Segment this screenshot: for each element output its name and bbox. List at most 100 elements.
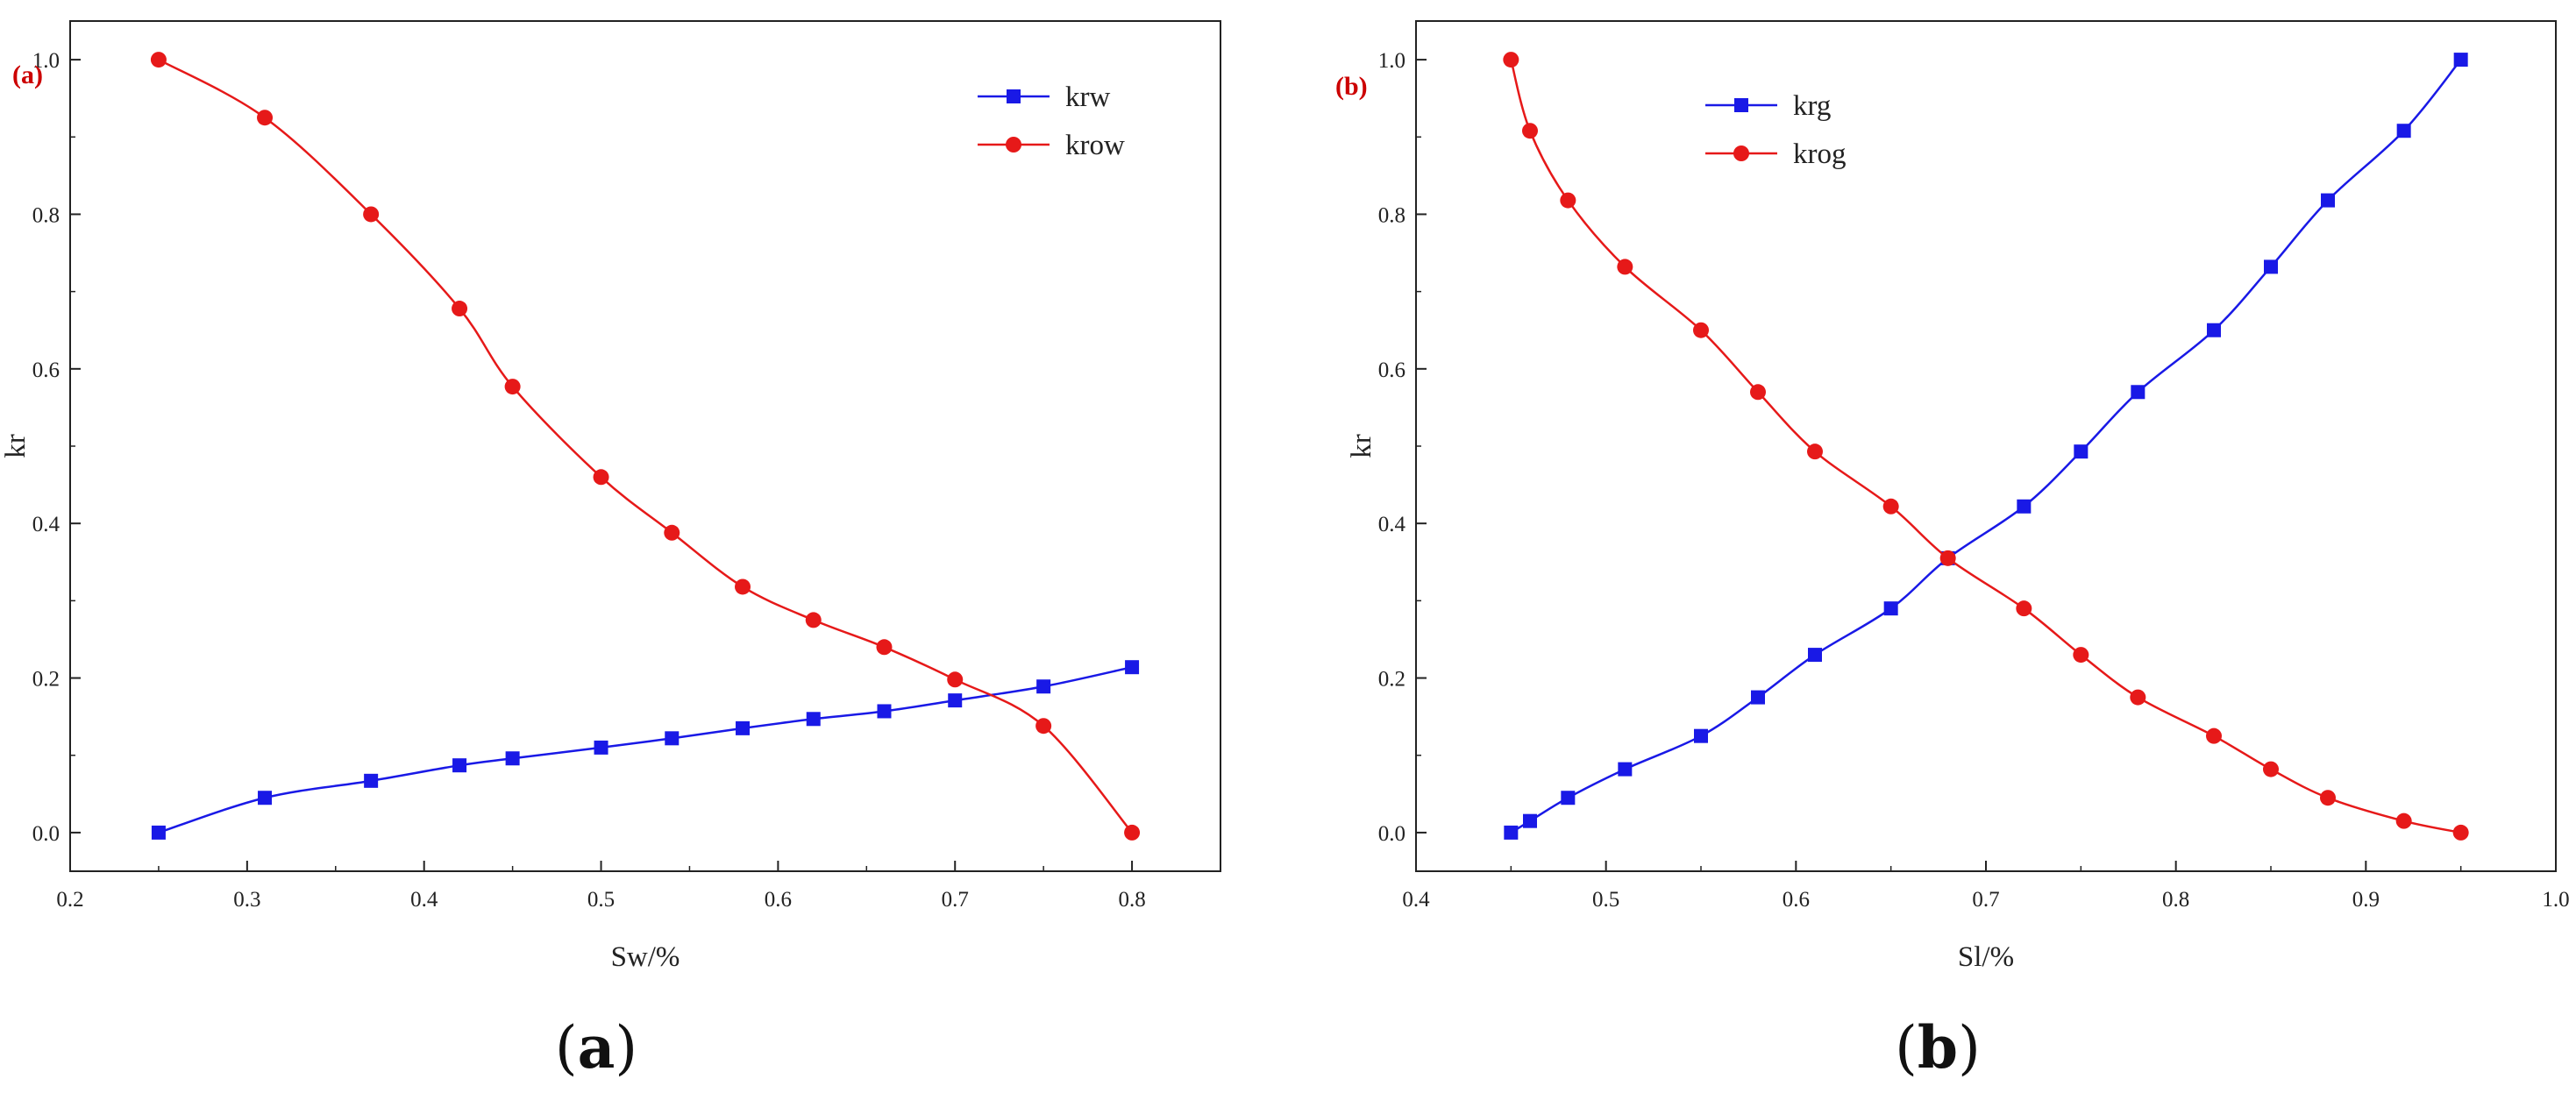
x-axis-title: Sl/% <box>1958 941 2014 973</box>
x-tick-label: 0.6 <box>765 888 792 912</box>
y-tick-label: 0.2 <box>1378 668 1405 692</box>
y-tick-label: 0.4 <box>32 513 60 536</box>
data-point-krow <box>805 612 822 628</box>
data-point-krog <box>1617 259 1633 275</box>
data-point-krg <box>2017 499 2032 514</box>
data-point-krow <box>1124 824 1141 841</box>
data-point-krw <box>1036 679 1051 694</box>
data-point-krog <box>1560 192 1576 209</box>
data-point-krg <box>1561 791 1576 805</box>
panel-tag: (a) <box>12 60 43 89</box>
data-point-krog <box>1693 322 1709 338</box>
y-axis-title: kr <box>1346 434 1377 458</box>
y-tick-label: 0.4 <box>1378 513 1406 536</box>
data-point-krg <box>2207 323 2221 337</box>
data-point-krw <box>452 758 467 773</box>
plot-frame <box>69 20 1221 872</box>
y-tick-label: 0.8 <box>1378 203 1405 227</box>
y-tick-label: 0.8 <box>32 203 60 227</box>
data-point-krog <box>1882 498 1899 515</box>
data-point-krog <box>2452 824 2469 841</box>
data-point-krow <box>593 469 609 486</box>
x-tick-label: 0.8 <box>1118 888 1145 912</box>
data-point-krow <box>947 671 964 688</box>
x-tick-label: 0.4 <box>1402 888 1430 912</box>
data-point-krg <box>1883 601 1898 616</box>
y-tick-label: 0.6 <box>32 358 60 382</box>
legend-marker-krw <box>1007 89 1021 103</box>
legend-label-krog: krog <box>1793 138 1847 170</box>
data-point-krw <box>505 751 520 766</box>
y-tick-label: 0.2 <box>32 668 60 692</box>
data-point-krow <box>504 379 521 395</box>
data-point-krog <box>1522 123 1538 139</box>
data-point-krw <box>948 693 963 708</box>
data-point-krog <box>1750 384 1766 401</box>
data-point-krw <box>258 791 273 805</box>
data-point-krw <box>736 720 751 735</box>
data-point-krow <box>876 639 893 656</box>
x-tick-label: 0.4 <box>410 888 438 912</box>
legend-label-krg: krg <box>1793 90 1831 122</box>
data-point-krg <box>2131 385 2145 400</box>
data-point-krg <box>1504 825 1519 840</box>
legend-marker-krog <box>1733 145 1749 161</box>
data-point-krg <box>1523 813 1537 828</box>
y-tick-label: 0.6 <box>1378 358 1405 382</box>
series-line-krog <box>1510 59 2461 834</box>
data-point-krw <box>364 773 379 788</box>
y-tick-label: 0.0 <box>1378 822 1405 846</box>
data-point-krog <box>1503 52 1519 68</box>
data-point-krow <box>1035 718 1052 735</box>
chart-b: 0.4 0.5 0.6 0.7 0.8 0.9 1.0 0.0 0.2 0.4 0.6 0.8 1.0 S… <box>1335 20 2570 973</box>
panel-tag: (b) <box>1335 72 1368 101</box>
data-point-krg <box>2453 53 2468 67</box>
x-tick-label: 0.7 <box>1972 888 1999 912</box>
series-line-krg <box>1510 59 2462 834</box>
x-tick-label: 0.5 <box>587 888 615 912</box>
x-tick-label: 0.3 <box>233 888 260 912</box>
panel-caption-b: (b) <box>1895 1013 1981 1082</box>
data-point-krog <box>2130 689 2146 706</box>
data-point-krog <box>2395 813 2412 829</box>
data-point-krog <box>2016 600 2032 617</box>
x-tick-label: 0.2 <box>56 888 83 912</box>
data-point-krog <box>2073 647 2089 664</box>
data-point-krog <box>1939 550 1956 566</box>
series-line-krow <box>158 58 1134 834</box>
legend-label-krow: krow <box>1065 130 1125 161</box>
data-point-krg <box>1694 728 1708 743</box>
y-tick-label: 0.0 <box>32 822 60 846</box>
data-point-krw <box>151 825 166 840</box>
legend-marker-krow <box>1006 137 1021 153</box>
legend-marker-krg <box>1734 98 1748 112</box>
data-point-krog <box>2263 761 2279 777</box>
data-point-krw <box>806 712 821 727</box>
data-point-krow <box>664 524 680 541</box>
data-point-krg <box>2321 193 2335 208</box>
x-tick-label: 0.6 <box>1783 888 1810 912</box>
data-point-krw <box>877 704 892 719</box>
data-point-krog <box>1807 444 1823 460</box>
data-point-krw <box>665 731 680 746</box>
data-point-krw <box>594 740 608 755</box>
data-point-krg <box>2074 444 2089 459</box>
data-point-krow <box>452 301 468 317</box>
y-axis-title: kr <box>0 434 32 458</box>
x-tick-label: 0.8 <box>2162 888 2189 912</box>
data-point-krow <box>735 578 751 595</box>
x-tick-label: 0.9 <box>2352 888 2380 912</box>
data-point-krow <box>150 52 167 68</box>
x-axis-title: Sw/% <box>611 941 680 973</box>
panel-caption-a: (a) <box>555 1013 637 1082</box>
data-point-krog <box>2320 790 2336 806</box>
x-tick-label: 1.0 <box>2542 888 2569 912</box>
data-point-krow <box>363 206 380 223</box>
x-tick-label: 0.7 <box>942 888 969 912</box>
data-point-krg <box>1751 690 1765 705</box>
data-point-krog <box>2206 727 2222 744</box>
data-point-krg <box>2396 124 2411 138</box>
data-point-krg <box>1618 762 1633 777</box>
data-point-krw <box>1125 660 1140 675</box>
